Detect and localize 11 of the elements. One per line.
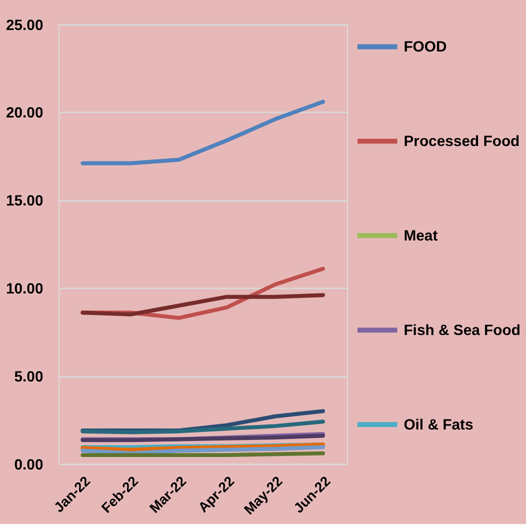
y-tick-label: 25.00 <box>6 18 44 34</box>
legend-label: FOOD <box>404 40 447 56</box>
y-tick-label: 20.00 <box>6 106 44 122</box>
y-tick-label: 10.00 <box>6 282 44 298</box>
legend-label: Processed Food <box>404 134 520 150</box>
y-tick-label: 5.00 <box>14 369 44 386</box>
y-tick-label: 0.00 <box>14 457 44 474</box>
legend-label: Meat <box>404 228 438 245</box>
legend-label: Fish & Sea Food <box>404 323 520 340</box>
y-tick-label: 15.00 <box>6 194 44 210</box>
legend-label: Oil & Fats <box>404 418 474 434</box>
